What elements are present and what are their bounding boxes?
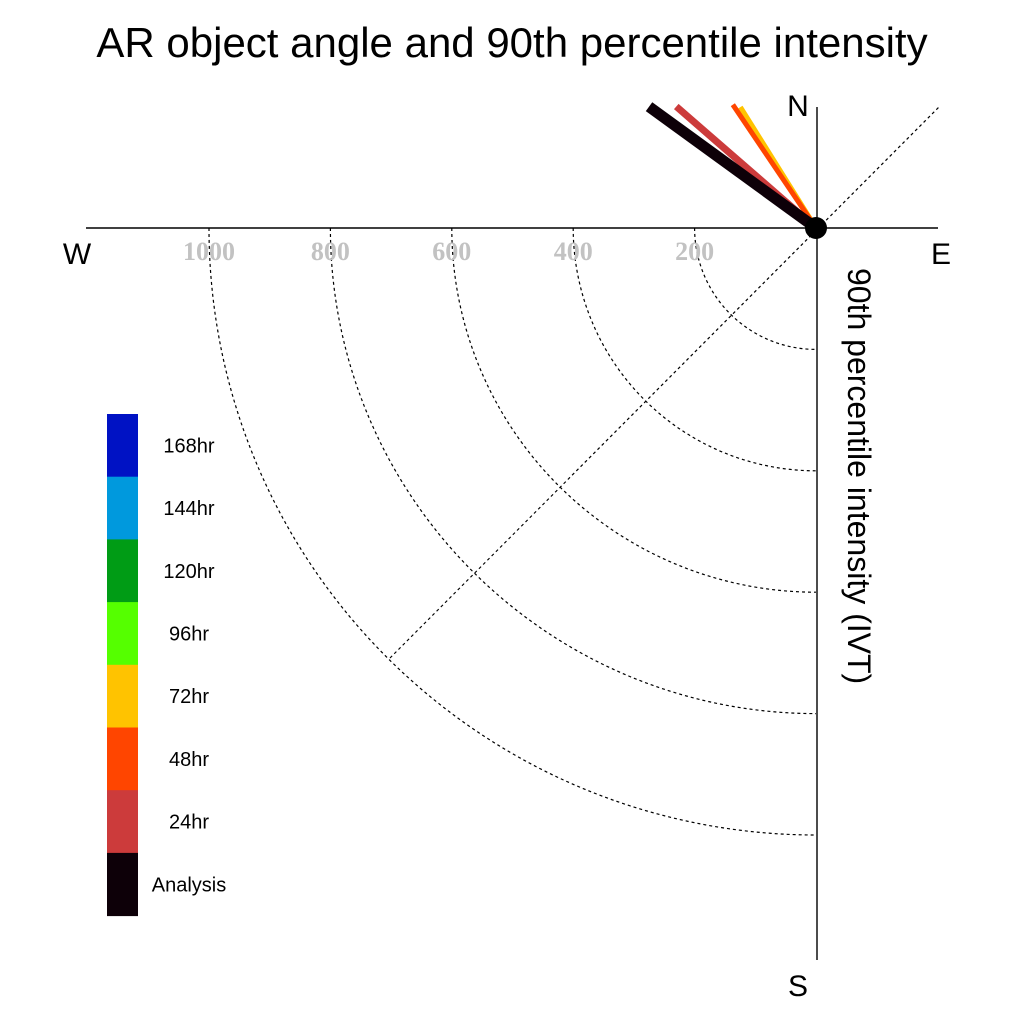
legend-swatch xyxy=(107,852,138,917)
compass-east-label: E xyxy=(931,238,951,271)
grid-arc-800 xyxy=(329,227,817,715)
compass-south-label: S xyxy=(788,970,808,1003)
grid-arc-1000 xyxy=(208,227,817,836)
radial-tick-label: 1000 xyxy=(183,237,235,266)
legend-swatch xyxy=(107,790,138,854)
compass-west-label: W xyxy=(63,238,92,271)
y-axis-label: 90th percentile intensity (IVT) xyxy=(841,268,877,684)
origin-dot xyxy=(805,217,827,239)
grid-arc-400 xyxy=(572,227,817,472)
radial-tick-label: 400 xyxy=(554,237,593,266)
legend-label: 72hr xyxy=(169,686,209,708)
grid-arc-200 xyxy=(694,227,817,350)
legend-label: 168hr xyxy=(163,435,214,457)
legend-swatch xyxy=(107,602,138,666)
chart-title: AR object angle and 90th percentile inte… xyxy=(96,19,927,66)
series-vector-48hr xyxy=(730,103,819,230)
legend-label: 24hr xyxy=(169,812,209,834)
legend-label: Analysis xyxy=(152,874,226,896)
legend-swatch xyxy=(107,664,138,728)
series-vector-analysis xyxy=(645,102,820,233)
legend-swatch xyxy=(107,539,138,603)
radial-tick-label: 600 xyxy=(432,237,471,266)
legend-label: 96hr xyxy=(169,623,209,645)
radial-tick-labels: 1000 800 600 400 200 xyxy=(183,237,714,266)
radial-tick-label: 200 xyxy=(675,237,714,266)
legend-label: 120hr xyxy=(163,561,214,583)
legend-swatch xyxy=(107,727,138,791)
grid-arc-600 xyxy=(451,227,817,593)
grid-arcs xyxy=(208,227,817,836)
series-vectors xyxy=(645,102,820,233)
legend-label: 48hr xyxy=(169,749,209,771)
legend: 168hr 144hr 120hr 96hr 72hr 48hr 24hr Analysis xyxy=(107,414,226,917)
legend-swatch xyxy=(107,414,138,478)
compass-north-label: N xyxy=(787,90,809,123)
radial-tick-label: 800 xyxy=(311,237,350,266)
diagonal-grid-line xyxy=(389,105,941,659)
legend-swatch xyxy=(107,476,138,540)
legend-label: 144hr xyxy=(163,498,214,520)
